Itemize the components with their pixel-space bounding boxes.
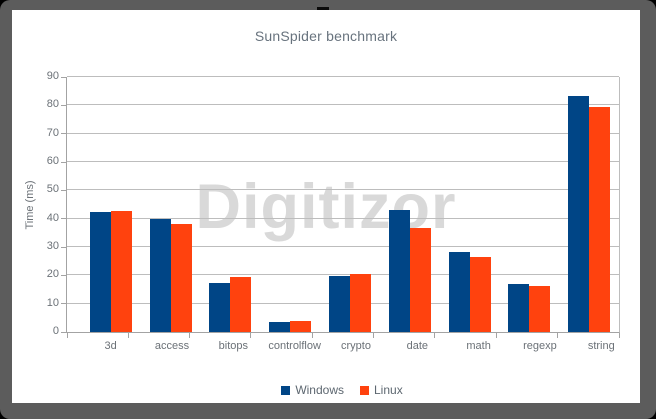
bars-container <box>67 77 619 332</box>
gridline-20 <box>67 274 619 276</box>
bar-group-3d <box>81 77 141 332</box>
x-tick-7 <box>495 333 497 338</box>
x-tick-2 <box>189 333 191 338</box>
y-axis-label-40: 40 <box>46 211 59 224</box>
legend-swatch-windows <box>281 385 291 395</box>
y-tick-50 <box>61 189 66 191</box>
bar-linux-bitops <box>230 277 252 332</box>
y-axis-label-50: 50 <box>46 183 59 196</box>
bar-group-crypto <box>320 77 380 332</box>
category-labels-row: 3d access bitops controlflow crypto date math r… <box>66 340 632 352</box>
y-axis-label-0: 0 <box>52 325 59 337</box>
bar-group-access <box>141 77 201 332</box>
bar-windows-regexp <box>508 283 530 332</box>
bar-windows-access <box>149 218 171 332</box>
x-tick-1 <box>127 333 129 338</box>
y-tick-60 <box>61 161 66 163</box>
category-label-date: date <box>406 340 429 352</box>
legend-item-linux: Linux <box>360 383 403 397</box>
legend-label-windows: Windows <box>295 383 344 397</box>
plot-area: Time (ms) 0 10 20 30 40 50 60 70 80 90 <box>24 70 620 338</box>
bar-windows-date <box>388 210 410 332</box>
bar-linux-3d <box>110 211 132 332</box>
bar-group-bitops <box>201 77 261 332</box>
y-axis-label-90: 90 <box>46 70 59 82</box>
x-tick-9 <box>618 333 620 338</box>
y-tick-20 <box>61 274 66 276</box>
y-tick-70 <box>61 133 66 135</box>
bar-windows-bitops <box>209 283 231 332</box>
x-tick-5 <box>373 333 375 338</box>
gridline-60 <box>67 161 619 162</box>
y-tick-0 <box>61 331 66 333</box>
window-top-dash <box>317 7 329 10</box>
gridline-70 <box>67 132 619 134</box>
bar-linux-controlflow <box>290 320 312 332</box>
bar-group-date <box>380 77 440 332</box>
gridline-30 <box>67 246 619 247</box>
bar-linux-access <box>170 223 192 332</box>
bar-linux-regexp <box>529 286 551 332</box>
chart-title: SunSpider benchmark <box>254 28 398 44</box>
chart-panel: SunSpider benchmark Digitizor Time (ms) … <box>12 10 640 403</box>
bar-windows-math <box>448 251 470 332</box>
category-label-controlflow: controlflow <box>268 340 321 352</box>
bar-windows-string <box>568 95 590 332</box>
y-tick-30 <box>61 246 66 248</box>
y-tick-80 <box>61 104 66 106</box>
bar-windows-crypto <box>329 276 351 332</box>
category-label-crypto: crypto <box>340 340 371 352</box>
x-tick-4 <box>311 333 313 338</box>
legend-item-windows: Windows <box>281 383 344 397</box>
category-label-bitops: bitops <box>218 340 248 352</box>
category-label-regexp: regexp <box>523 340 557 352</box>
bar-group-math <box>440 77 500 332</box>
y-axis-label-60: 60 <box>46 154 59 167</box>
gridline-90 <box>67 76 619 77</box>
x-tick-0 <box>66 333 68 338</box>
y-axis-label-10: 10 <box>46 296 59 309</box>
bar-linux-crypto <box>350 274 372 332</box>
bar-group-string <box>559 77 619 332</box>
bar-linux-string <box>589 107 611 332</box>
y-axis-label-70: 70 <box>46 126 59 139</box>
bar-linux-date <box>409 227 431 332</box>
y-axis-label-20: 20 <box>46 268 59 281</box>
x-tick-6 <box>434 333 436 338</box>
bar-group-regexp <box>499 77 559 332</box>
category-label-string: string <box>587 340 615 352</box>
gridline-80 <box>67 104 619 106</box>
x-tick-3 <box>250 333 252 338</box>
gridline-50 <box>67 189 619 191</box>
y-tick-90 <box>61 76 66 78</box>
category-label-math: math <box>466 340 491 352</box>
y-axis-label-80: 80 <box>46 98 59 111</box>
legend-swatch-linux <box>360 385 369 395</box>
y-axis-label-30: 30 <box>46 239 59 252</box>
category-label-access: access <box>154 340 190 352</box>
bar-windows-controlflow <box>269 321 291 332</box>
y-tick-10 <box>61 303 66 305</box>
category-label-3d: 3d <box>104 340 117 352</box>
bar-windows-3d <box>89 212 111 332</box>
legend-label-linux: Linux <box>374 383 403 397</box>
bar-linux-math <box>469 256 491 332</box>
legend: Windows Linux <box>66 383 618 397</box>
bar-group-controlflow <box>260 77 320 332</box>
gridline-40 <box>67 217 619 219</box>
y-tick-40 <box>61 218 66 220</box>
x-tick-8 <box>557 333 559 338</box>
